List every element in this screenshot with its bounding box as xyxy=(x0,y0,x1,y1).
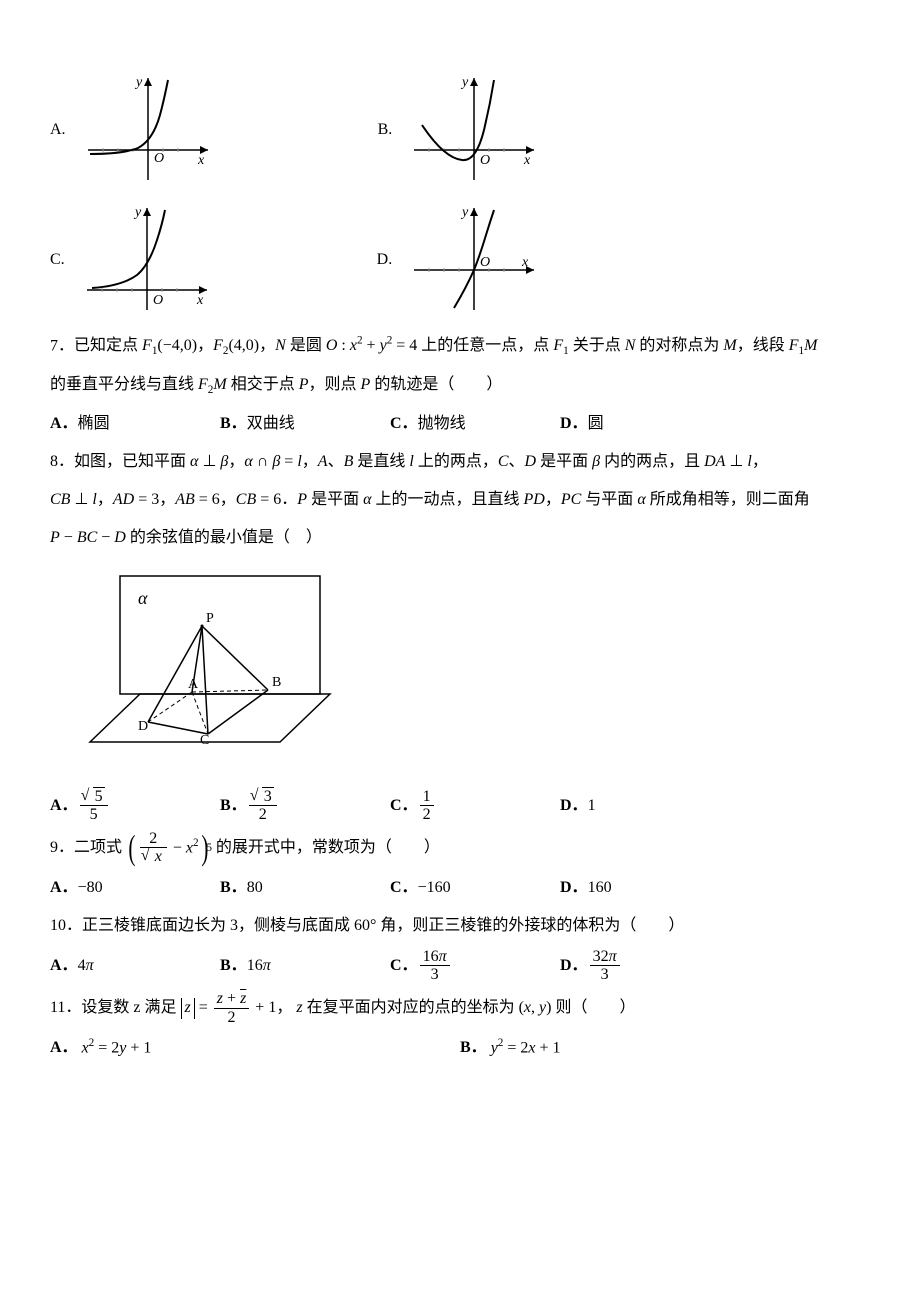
opt-B-label: B． xyxy=(220,790,247,822)
opt-C-label: C． xyxy=(390,950,418,982)
opt-A-label: A． xyxy=(50,408,78,440)
q9-options: A．−80 B．80 C．−160 D．160 xyxy=(50,872,870,904)
q6-option-A: A. O x y xyxy=(50,70,218,190)
svg-text:D: D xyxy=(138,719,148,734)
opt-B-text: 双曲线 xyxy=(247,408,295,440)
svg-text:C: C xyxy=(200,733,209,748)
q8-line2: CB ⊥ l，AD = 3，AB = 6，CB = 6．P 是平面 α 上的一动… xyxy=(50,484,870,516)
q6-option-D: D. O x y xyxy=(377,200,545,320)
opt-A-text: 椭圆 xyxy=(78,408,110,440)
q11-options: A． x2 = 2y + 1 B． y2 = 2x + 1 xyxy=(50,1032,870,1064)
q8-line3: P − BC − D 的余弦值的最小值是（ ） xyxy=(50,522,870,554)
svg-text:x: x xyxy=(523,153,531,168)
graph-A: O x y xyxy=(78,70,218,190)
svg-text:O: O xyxy=(480,255,490,270)
opt-B-label: B． xyxy=(220,950,247,982)
opt-A-label: A． xyxy=(50,790,78,822)
q9-stem: 9．二项式 ( 2x − x2 ) 5 的展开式中，常数项为（ ） xyxy=(50,830,870,866)
svg-text:B: B xyxy=(272,675,281,690)
opt-C-text: 抛物线 xyxy=(418,408,466,440)
q6-graph-row-2: C. O x y D. O x y xyxy=(50,200,870,320)
opt-A-label: A． xyxy=(50,1032,78,1064)
svg-text:y: y xyxy=(133,205,142,220)
opt-B-label: B． xyxy=(220,408,247,440)
q7-line1: 7．已知定点 F1(−4,0)，F2(4,0)，N 是圆 O : x2 + y2… xyxy=(50,330,870,363)
option-label: A. xyxy=(50,114,66,146)
svg-text:α: α xyxy=(138,588,148,608)
svg-text:P: P xyxy=(206,611,214,626)
option-label: D. xyxy=(377,244,393,276)
opt-C-label: C． xyxy=(390,790,418,822)
q10-options: A．4π B．16π C． 16π3 D． 32π3 xyxy=(50,948,870,984)
opt-A-label: A． xyxy=(50,950,78,982)
svg-text:O: O xyxy=(480,153,490,168)
svg-text:y: y xyxy=(460,205,469,220)
svg-text:y: y xyxy=(460,75,469,90)
q6-graph-row-1: A. O x y B. O x y xyxy=(50,70,870,190)
q11-stem: 11．设复数 z 满足 z = z + z2 + 1， z 在复平面内对应的点的… xyxy=(50,990,870,1026)
opt-B-label: B． xyxy=(220,872,247,904)
q8-diagram: α A B P D C xyxy=(80,564,870,774)
svg-text:x: x xyxy=(197,153,205,168)
opt-C-label: C． xyxy=(390,872,418,904)
graph-D: O x y xyxy=(404,200,544,320)
svg-text:y: y xyxy=(134,75,143,90)
svg-text:O: O xyxy=(153,293,163,308)
q6-option-C: C. O x y xyxy=(50,200,217,320)
q8-options: A． 55 B． 32 C． 12 D． 1 xyxy=(50,788,870,824)
option-label: C. xyxy=(50,244,65,276)
svg-text:x: x xyxy=(521,255,529,270)
q7-line2: 的垂直平分线与直线 F2M 相交于点 P，则点 P 的轨迹是（ ） xyxy=(50,369,870,402)
opt-D-text: 圆 xyxy=(588,408,604,440)
q8-line1: 8．如图，已知平面 α ⊥ β，α ∩ β = l，A、B 是直线 l 上的两点… xyxy=(50,446,870,478)
opt-B-label: B． xyxy=(460,1032,487,1064)
q6-option-B: B. O x y xyxy=(378,70,545,190)
opt-A-label: A． xyxy=(50,872,78,904)
q7-options: A．椭圆 B．双曲线 C．抛物线 D．圆 xyxy=(50,408,870,440)
q10-stem: 10．正三棱锥底面边长为 3，侧棱与底面成 60° 角，则正三棱锥的外接球的体积… xyxy=(50,910,870,942)
graph-C: O x y xyxy=(77,200,217,320)
opt-C-label: C． xyxy=(390,408,418,440)
opt-D-label: D． xyxy=(560,872,588,904)
opt-D-label: D． xyxy=(560,408,588,440)
opt-D-text: 1 xyxy=(588,790,596,822)
graph-B: O x y xyxy=(404,70,544,190)
opt-D-label: D． xyxy=(560,790,588,822)
option-label: B. xyxy=(378,114,393,146)
opt-D-label: D． xyxy=(560,950,588,982)
svg-text:x: x xyxy=(196,293,204,308)
svg-text:O: O xyxy=(154,151,164,166)
